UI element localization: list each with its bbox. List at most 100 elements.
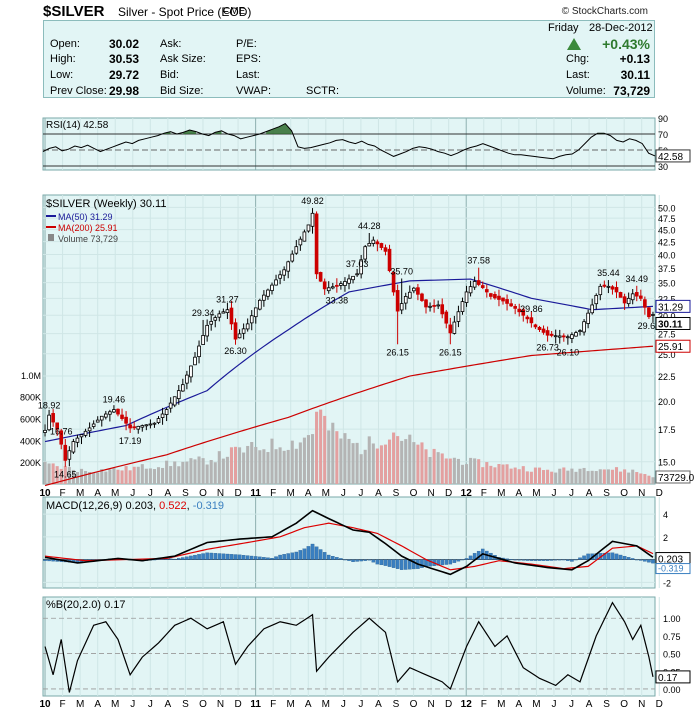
candle-body xyxy=(266,289,270,297)
bottom-month-label: D xyxy=(445,699,452,710)
macd-histogram-bar xyxy=(448,559,453,565)
volume-label: Volume: xyxy=(566,85,606,97)
macd-histogram-bar xyxy=(570,559,574,562)
candle-body xyxy=(387,248,392,272)
price-annotation: 19.46 xyxy=(103,395,126,405)
month-label: M xyxy=(111,488,119,499)
bottom-month-label: J xyxy=(148,699,153,710)
ma50-line xyxy=(44,278,654,443)
rsi-tick-label: 40 xyxy=(658,154,668,164)
macd-histogram-bar xyxy=(237,554,242,560)
volume-last-tag-box xyxy=(655,470,691,484)
candle-body xyxy=(561,335,566,338)
price-annotation: 35.70 xyxy=(390,267,413,277)
macd-histogram-bar xyxy=(233,554,238,560)
volume-tick-label: 600K xyxy=(20,415,41,425)
volume-bar xyxy=(177,466,181,484)
volume-bar xyxy=(290,440,294,484)
volume-value: 73,729 xyxy=(613,84,650,98)
price-annotation: 34.49 xyxy=(625,274,648,284)
candle-body xyxy=(136,425,141,430)
candle-body xyxy=(270,284,274,291)
bottom-month-label: D xyxy=(234,699,241,710)
candle-body xyxy=(643,299,647,308)
volume-bar xyxy=(493,467,497,484)
macd-histogram-bar xyxy=(517,559,521,561)
bottom-month-label: S xyxy=(603,699,610,710)
macd-histogram-bar xyxy=(343,559,347,561)
volume-bar xyxy=(533,467,537,484)
macd-histogram-bar xyxy=(335,557,339,560)
macd-histogram-bar xyxy=(630,558,635,560)
candle-body xyxy=(112,409,116,413)
macd-histogram-bar xyxy=(367,559,372,561)
volume-bar xyxy=(323,415,327,484)
month-label: O xyxy=(199,488,207,499)
price-tick-label: 32.5 xyxy=(658,294,676,304)
volume-bar xyxy=(258,450,262,484)
month-label: 10 xyxy=(39,488,51,499)
candle-body xyxy=(225,309,230,313)
macd-histogram-bar xyxy=(318,549,323,560)
macd-histogram-bar xyxy=(505,558,509,560)
volume-bar xyxy=(315,411,319,484)
macd-histogram-bar xyxy=(294,551,299,560)
month-label: J xyxy=(358,488,363,499)
candle-body xyxy=(489,293,493,297)
macd-histogram-bar xyxy=(229,554,234,560)
macd-histogram-bar xyxy=(79,559,84,562)
macd-histogram-bar xyxy=(610,552,615,560)
symbol-title: $SILVER xyxy=(43,3,105,20)
volume-bar xyxy=(355,442,359,484)
candle-body xyxy=(513,306,517,309)
volume-bar xyxy=(197,456,201,484)
macd-hist-last-box xyxy=(655,563,691,575)
month-label: A xyxy=(305,488,312,499)
candle-body xyxy=(497,295,501,300)
candle-body xyxy=(375,241,380,245)
candle-body xyxy=(258,299,262,310)
volume-bar xyxy=(242,452,246,484)
candle-body xyxy=(245,323,250,330)
volume-bar xyxy=(367,436,371,484)
candle-body xyxy=(505,299,509,304)
volume-bar xyxy=(185,461,189,484)
bottom-month-label: J xyxy=(130,699,135,710)
volume-bar xyxy=(570,468,574,484)
candle-body xyxy=(144,424,149,427)
macd-histogram-bar xyxy=(112,558,116,560)
candle-body xyxy=(566,336,570,339)
percent-b-tick-label: 1.00 xyxy=(663,614,681,624)
price-tick-label: 37.5 xyxy=(658,264,676,274)
macd-histogram-bar xyxy=(634,559,639,561)
price-legend-title: $SILVER (Weekly) 30.11 xyxy=(46,198,166,210)
candle-body xyxy=(306,224,311,232)
candle-body xyxy=(181,384,185,392)
macd-histogram-bar xyxy=(574,559,578,561)
candle-body xyxy=(574,332,578,337)
percent-b-panel xyxy=(42,596,656,697)
candle-body xyxy=(428,305,432,308)
volume-legend-swatch xyxy=(48,234,54,241)
ask-label: Ask: xyxy=(160,38,182,50)
macd-histogram-bar xyxy=(485,550,489,560)
volume-bar xyxy=(566,470,570,484)
volume-bar xyxy=(643,474,647,484)
candle-body xyxy=(120,414,124,419)
macd-histogram-bar xyxy=(213,553,218,560)
candle-body xyxy=(217,313,222,318)
month-label: F xyxy=(60,488,66,499)
rsi-overbought-fill xyxy=(266,123,292,134)
candle-body xyxy=(229,307,234,325)
candle-body xyxy=(63,444,68,461)
bottom-month-label: A xyxy=(305,699,312,710)
candle-body xyxy=(359,259,363,275)
last-label-mid: Last: xyxy=(236,69,260,81)
bid-label: Bid: xyxy=(160,69,179,81)
month-label: M xyxy=(532,488,540,499)
macd-histogram-bar xyxy=(497,557,501,560)
volume-tick-label: 200K xyxy=(20,458,41,468)
volume-tick-label: 800K xyxy=(20,393,41,403)
macd-histogram-bar xyxy=(618,554,623,560)
last-price-tag-box xyxy=(655,316,691,330)
